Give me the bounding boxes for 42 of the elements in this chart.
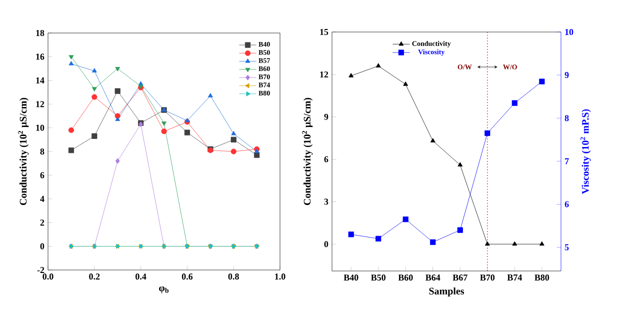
- y2-tick-label: 10: [565, 28, 574, 36]
- x-tick-label: 0.2: [89, 274, 100, 280]
- y-tick-label: 0: [40, 243, 44, 250]
- y-tick-label: 3: [324, 198, 328, 205]
- y-tick-label: 9: [324, 114, 328, 120]
- y-tick-label: 4: [40, 196, 44, 202]
- y2-axis-title: Viscosity (10$^{2}$ mP.S): [580, 109, 591, 194]
- y2-tick-label: 5: [564, 244, 569, 250]
- y-tick-label: 12: [36, 101, 44, 108]
- y-tick-label: 2: [40, 220, 44, 226]
- y-tick-label: 12: [320, 71, 328, 78]
- y-tick-label: 16: [36, 54, 44, 60]
- y2-tick-label: 6: [564, 201, 569, 208]
- x-tick-label: B50: [371, 274, 386, 281]
- y-tick-label: 6: [40, 172, 44, 178]
- y-tick-label: 18: [36, 30, 44, 36]
- x-tick-label: B40: [344, 274, 358, 281]
- y2-tick-label: 7: [565, 158, 569, 164]
- y-axis-title: Conductivity (10$^{2}$ µS/cm): [302, 98, 313, 206]
- x-tick-label: 0.4: [136, 274, 146, 280]
- x-axis-title: φ$_{b}$: [159, 286, 169, 294]
- x-tick-label: B74: [507, 274, 522, 280]
- y-tick-label: 0: [324, 241, 328, 248]
- y-tick-label: 14: [36, 77, 44, 84]
- x-tick-label: B64: [426, 274, 440, 281]
- x-tick-label: 1.0: [275, 274, 286, 280]
- x-tick-label: 0.8: [228, 274, 239, 280]
- y2-tick-label: 8: [564, 115, 569, 122]
- y-axis-title: Conductivity (10$^{2}$ µS/cm): [18, 98, 29, 206]
- x-axis-title: Samples: [429, 287, 464, 297]
- x-tick-label: B80: [534, 274, 550, 281]
- x-tick-label: 0.0: [42, 274, 54, 280]
- x-tick-label: B60: [398, 274, 413, 281]
- x-tick-label: B67: [452, 274, 468, 281]
- y2-tick-label: 9: [564, 72, 569, 78]
- y-tick-label: 6: [324, 156, 328, 162]
- y-tick-label: 10: [36, 124, 44, 131]
- y-tick-label: 15: [320, 28, 328, 36]
- x-tick-label: 0.6: [182, 274, 193, 280]
- x-tick-label: B70: [480, 274, 495, 281]
- y-tick-label: -2: [37, 267, 44, 273]
- y-tick-label: 8: [40, 148, 44, 155]
